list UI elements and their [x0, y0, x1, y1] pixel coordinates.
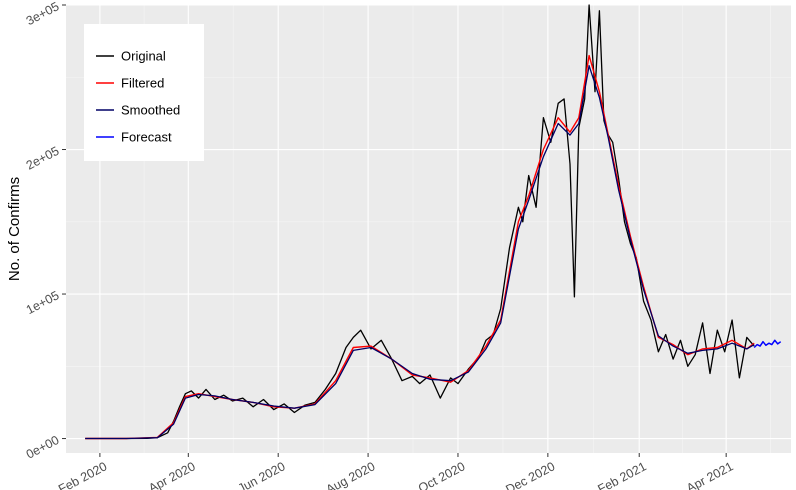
x-tick-label: Dec 2020	[503, 459, 557, 490]
legend-label-smoothed: Smoothed	[121, 103, 180, 118]
y-axis-tick-labels: 0e+00 1e+05 2e+05 3e+05	[24, 0, 62, 462]
x-tick-label: Feb 2020	[56, 459, 109, 490]
series-forecast-line	[753, 339, 782, 349]
legend-label-filtered: Filtered	[121, 76, 164, 91]
y-tick-label: 2e+05	[24, 144, 62, 173]
y-tick-label: 3e+05	[24, 0, 62, 28]
legend-box	[84, 24, 204, 161]
x-tick-label: Oct 2020	[416, 459, 467, 490]
x-tick-label: Apr 2020	[146, 459, 197, 490]
x-tick-label: Jun 2020	[236, 459, 288, 490]
y-tick-label: 1e+05	[24, 288, 62, 317]
legend-label-forecast: Forecast	[121, 130, 172, 145]
series-layer	[85, 4, 782, 440]
y-axis-title: No. of Confirms	[6, 177, 23, 281]
y-tick-label: 0e+00	[24, 433, 62, 462]
axis-ticks	[62, 4, 727, 457]
legend-label-original: Original	[121, 49, 166, 64]
series-smoothed-line	[85, 65, 755, 440]
x-tick-label: Aug 2020	[324, 459, 378, 490]
legend: Original Filtered Smoothed Forecast	[84, 24, 204, 161]
x-axis-tick-labels: Feb 2020 Apr 2020 Jun 2020 Aug 2020 Oct 2020…	[56, 459, 736, 490]
x-tick-label: Apr 2021	[684, 459, 735, 490]
x-tick-label: Feb 2021	[595, 459, 648, 490]
